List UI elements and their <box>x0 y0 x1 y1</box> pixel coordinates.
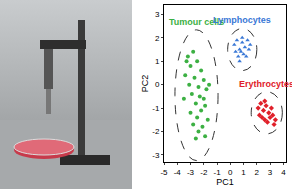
svg-text:4: 4 <box>281 168 286 177</box>
svg-text:3: 3 <box>155 10 160 19</box>
svg-text:2: 2 <box>155 34 160 43</box>
svg-text:Lymphocytes: Lymphocytes <box>213 15 271 25</box>
svg-text:-1: -1 <box>213 168 221 177</box>
svg-text:-2: -2 <box>200 168 208 177</box>
svg-text:-3: -3 <box>152 151 160 160</box>
svg-text:0: 0 <box>228 168 233 177</box>
svg-text:0: 0 <box>155 80 160 89</box>
svg-text:Tumour cells: Tumour cells <box>169 17 224 27</box>
svg-text:Erythrocytes: Erythrocytes <box>239 79 292 89</box>
svg-text:-3: -3 <box>187 168 195 177</box>
svg-text:1: 1 <box>155 57 160 66</box>
svg-text:-5: -5 <box>160 168 168 177</box>
svg-text:1: 1 <box>241 168 246 177</box>
svg-text:-1: -1 <box>152 104 160 113</box>
svg-text:PC2: PC2 <box>140 75 150 93</box>
svg-text:3: 3 <box>268 168 273 177</box>
svg-text:2: 2 <box>255 168 260 177</box>
svg-text:PC1: PC1 <box>216 177 234 187</box>
svg-text:-2: -2 <box>152 127 160 136</box>
svg-text:-4: -4 <box>174 168 182 177</box>
